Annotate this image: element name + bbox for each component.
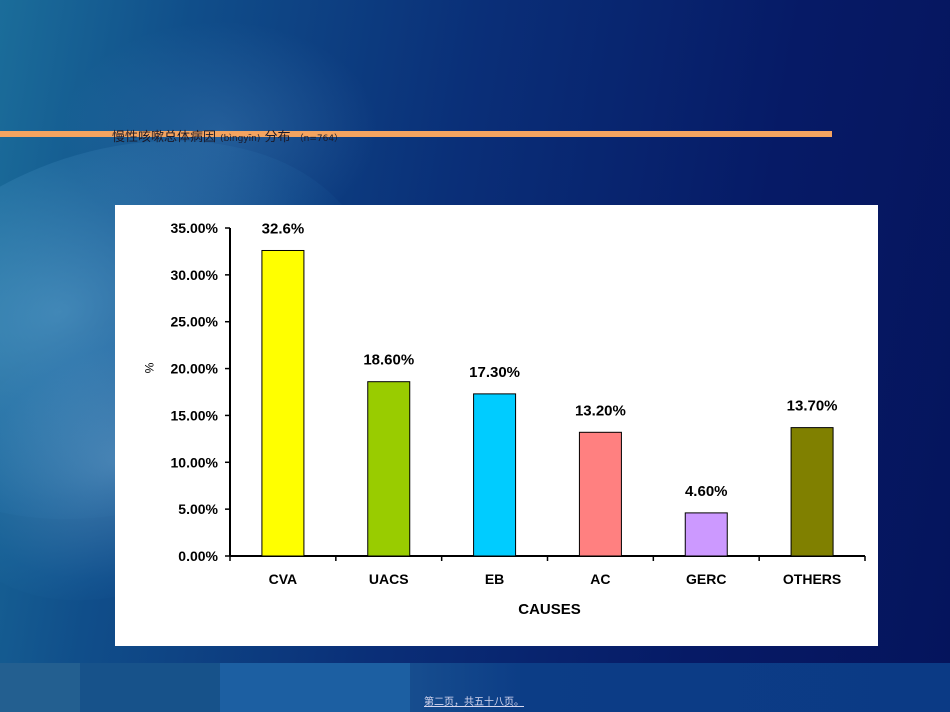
title-note: （n=764） — [294, 134, 344, 144]
data-label: 13.20% — [575, 402, 626, 419]
x-axis-title: CAUSES — [518, 601, 581, 618]
slide-title: 慢性咳嗽总体病因 (bìngyīn) 分布 （n=764） — [112, 126, 343, 145]
y-axis-title: % — [142, 363, 156, 374]
title-pinyin: (bìngyīn) — [220, 134, 261, 144]
y-tick-label: 10.00% — [171, 454, 219, 470]
bar-uacs — [367, 381, 411, 557]
data-label: 4.60% — [685, 483, 728, 500]
data-label: 32.6% — [262, 220, 305, 237]
x-tick-label: GERC — [686, 571, 726, 587]
x-tick-label: UACS — [369, 571, 409, 587]
footer-block — [0, 663, 80, 712]
y-tick-label: 20.00% — [171, 361, 219, 377]
y-tick-label: 15.00% — [171, 407, 219, 423]
title-main: 慢性咳嗽总体病因 — [112, 130, 217, 145]
title-underline — [0, 131, 832, 137]
footer-band — [0, 663, 950, 712]
background-wave — [60, 20, 380, 240]
y-tick-label: 25.00% — [171, 314, 219, 330]
chart-panel: 0.00% 5.00% 10.00% 15.00% 20.00% 25.00% 30.00%… — [115, 205, 878, 646]
x-tick-label: CVA — [269, 571, 298, 587]
y-tick-label: 0.00% — [178, 548, 218, 564]
y-tick-label: 30.00% — [171, 267, 219, 283]
y-tick-label: 35.00% — [171, 220, 219, 236]
bar-cva — [261, 249, 305, 557]
y-tick-label: 5.00% — [178, 501, 218, 517]
x-tick-label: OTHERS — [783, 571, 841, 587]
x-tick-label: EB — [485, 571, 504, 587]
x-tick-label: AC — [590, 571, 610, 587]
bar-gerc — [684, 512, 728, 557]
data-label: 17.30% — [469, 364, 520, 381]
footer-block — [220, 663, 410, 712]
page-number-link[interactable]: 第二页，共五十八页。 — [424, 697, 524, 708]
bar-eb — [473, 393, 517, 557]
title-rest: 分布 — [264, 130, 291, 145]
data-label: 13.70% — [787, 398, 838, 415]
bar-ac — [578, 431, 622, 557]
bar-chart: 0.00% 5.00% 10.00% 15.00% 20.00% 25.00% 30.00%… — [142, 220, 866, 618]
footer-block — [80, 663, 220, 712]
data-label: 18.60% — [363, 352, 414, 369]
bar-others — [790, 427, 834, 557]
